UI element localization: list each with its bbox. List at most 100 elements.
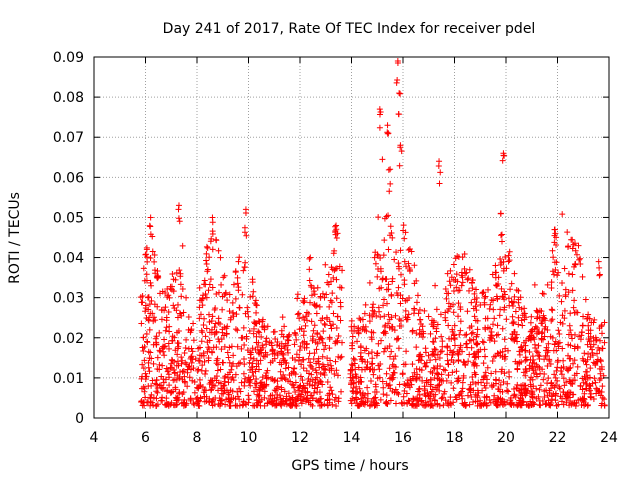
data-point [453, 271, 460, 278]
data-point [232, 326, 239, 333]
data-point [328, 325, 335, 332]
data-point [486, 397, 493, 404]
data-point [358, 395, 365, 402]
data-point [468, 337, 475, 344]
data-point [196, 304, 203, 311]
data-point [230, 360, 237, 367]
data-point [463, 341, 470, 348]
data-point [503, 387, 510, 394]
data-point [459, 348, 466, 355]
data-point [549, 307, 556, 314]
data-point [221, 382, 228, 389]
data-point [529, 391, 536, 398]
data-point [304, 317, 311, 324]
data-point [446, 278, 453, 285]
data-point [201, 281, 208, 288]
data-point [408, 248, 415, 255]
data-point [241, 361, 248, 368]
data-point [427, 330, 434, 337]
data-point [537, 382, 544, 389]
data-point [367, 378, 374, 385]
data-point [502, 253, 509, 260]
data-point [272, 376, 279, 383]
data-point [313, 369, 320, 376]
data-point [452, 277, 459, 284]
data-point [479, 338, 486, 345]
data-point [431, 375, 438, 382]
data-point [217, 397, 224, 404]
data-point [234, 327, 241, 334]
data-points [137, 58, 608, 409]
data-point [435, 371, 442, 378]
data-point [141, 277, 148, 284]
data-point [199, 302, 206, 309]
data-point [147, 349, 154, 356]
data-point [280, 343, 287, 350]
data-point [488, 370, 495, 377]
data-point [163, 324, 170, 331]
data-point [522, 385, 529, 392]
data-point [142, 376, 149, 383]
data-point [469, 379, 476, 386]
data-point [416, 395, 423, 402]
data-point [593, 350, 600, 357]
data-point [401, 387, 408, 394]
data-point [570, 360, 577, 367]
data-point [437, 311, 444, 318]
data-point [405, 397, 412, 404]
data-point [466, 351, 473, 358]
data-point [416, 306, 423, 313]
data-point [539, 290, 546, 297]
data-point [143, 271, 150, 278]
data-point [491, 338, 498, 345]
data-point [354, 338, 361, 345]
data-point [179, 242, 186, 249]
data-point [211, 324, 218, 331]
data-point [179, 286, 186, 293]
data-point [559, 211, 566, 218]
data-point [263, 375, 270, 382]
data-point [460, 402, 467, 409]
data-point [166, 382, 173, 389]
data-point [500, 258, 507, 265]
data-point [425, 401, 432, 408]
data-point [397, 90, 404, 97]
data-point [305, 355, 312, 362]
data-point [448, 379, 455, 386]
data-point [333, 276, 340, 283]
data-point [418, 367, 425, 374]
data-point [520, 369, 527, 376]
data-point [381, 330, 388, 337]
data-point [581, 390, 588, 397]
data-point [461, 399, 468, 406]
data-point [356, 385, 363, 392]
data-point [388, 314, 395, 321]
data-point [178, 293, 185, 300]
data-point [196, 352, 203, 359]
data-point [558, 298, 565, 305]
data-point [184, 383, 191, 390]
data-point [568, 380, 575, 387]
data-point [553, 402, 560, 409]
data-point [321, 346, 328, 353]
data-point [230, 309, 237, 316]
data-point [566, 376, 573, 383]
data-point [565, 341, 572, 348]
data-point [422, 363, 429, 370]
data-point [291, 369, 298, 376]
data-point [398, 323, 405, 330]
data-point [480, 339, 487, 346]
data-point [581, 350, 588, 357]
data-point [537, 402, 544, 409]
data-point [572, 402, 579, 409]
data-point [333, 235, 340, 242]
data-point [549, 316, 556, 323]
data-point [371, 394, 378, 401]
data-point [411, 262, 418, 269]
data-point [464, 308, 471, 315]
data-point [187, 329, 194, 336]
data-point [196, 344, 203, 351]
data-point [182, 345, 189, 352]
data-point [198, 327, 205, 334]
data-point [175, 206, 182, 213]
